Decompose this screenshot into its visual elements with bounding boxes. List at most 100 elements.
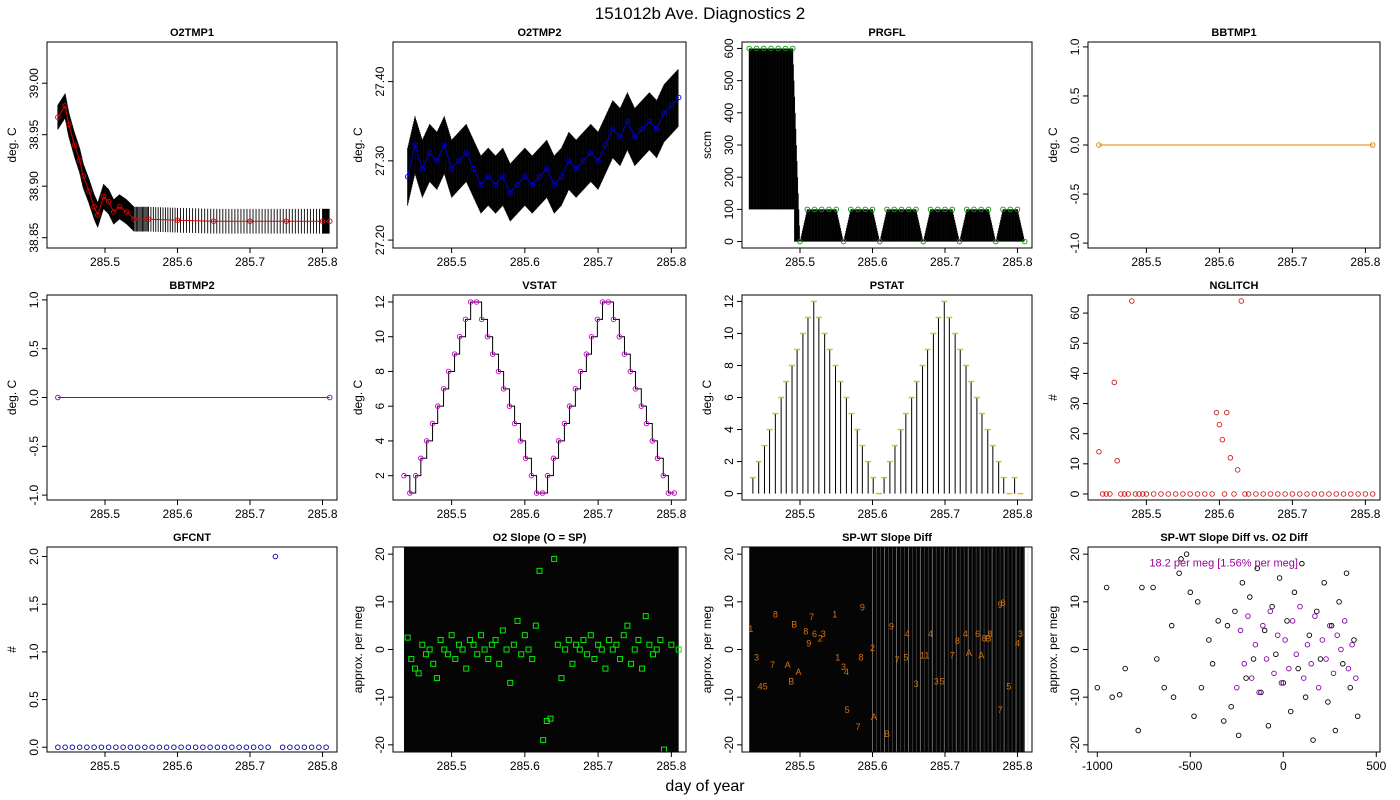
panel-title: O2TMP1 <box>170 27 214 39</box>
data-point <box>62 744 68 750</box>
data-point <box>247 218 253 224</box>
data-point <box>1289 618 1296 624</box>
data-point <box>650 651 657 658</box>
data-point <box>500 173 506 180</box>
data-point <box>463 665 470 672</box>
data-point <box>594 316 601 323</box>
data-point <box>1345 665 1352 672</box>
y-tick-label: 2.0 <box>27 548 41 565</box>
panel-spwt_vs: SP-WT Slope Diff vs. O2 Diff approx. per … <box>1046 532 1387 773</box>
data-point <box>1304 641 1311 648</box>
x-tick-label: 285.6 <box>162 507 192 521</box>
point-label: B <box>791 619 797 629</box>
data-point <box>1221 718 1227 724</box>
data-point <box>462 316 469 323</box>
point-label: 3 <box>913 679 918 689</box>
data-point <box>1267 608 1274 615</box>
data-point <box>536 173 543 180</box>
x-tick-label: 285.8 <box>1350 255 1380 269</box>
data-point <box>426 646 433 653</box>
raw-data-band <box>749 547 1025 752</box>
data-point <box>174 217 181 223</box>
data-point <box>412 472 419 479</box>
point-label: 5 <box>903 653 908 663</box>
data-point <box>584 651 591 658</box>
data-point <box>1219 436 1226 443</box>
data-point <box>120 744 126 750</box>
data-point <box>1227 455 1234 461</box>
y-tick-label: 6 <box>373 403 387 410</box>
y-axis-label: sccm <box>700 131 714 159</box>
data-point <box>1237 627 1244 634</box>
x-tick-label: 285.7 <box>930 507 960 521</box>
data-point <box>573 641 580 648</box>
data-point <box>55 114 61 120</box>
data-point <box>653 646 660 653</box>
x-tick-label: 285.8 <box>307 507 337 521</box>
data-point <box>308 744 315 750</box>
data-point <box>544 472 551 479</box>
data-point <box>1304 491 1310 497</box>
x-tick-label: 285.5 <box>785 759 815 773</box>
data-point <box>1125 491 1131 497</box>
data-point <box>478 181 484 188</box>
data-point <box>583 351 590 357</box>
data-point <box>301 744 308 750</box>
data-point <box>415 670 422 677</box>
data-point <box>1300 675 1307 681</box>
data-point <box>91 204 97 210</box>
data-point <box>1336 599 1342 605</box>
point-label: A <box>966 648 972 658</box>
y-tick-label: 300 <box>722 135 736 155</box>
data-point <box>1191 713 1197 719</box>
data-point <box>69 744 76 750</box>
x-tick-label: 285.7 <box>583 255 613 269</box>
y-axis-label: approx. per meg <box>351 606 365 693</box>
data-point <box>500 386 507 392</box>
data-point <box>639 665 646 672</box>
data-point <box>1276 575 1283 581</box>
data-point <box>1103 491 1109 497</box>
y-axis-label: deg. C <box>5 127 19 163</box>
data-point <box>327 394 333 401</box>
panel-title: SP-WT Slope Diff vs. O2 Diff <box>1160 532 1308 544</box>
plot-frame <box>392 546 687 753</box>
x-tick-label: 285.5 <box>1131 255 1161 269</box>
data-point <box>1242 491 1248 497</box>
data-point <box>459 646 466 653</box>
data-point <box>1310 737 1316 743</box>
point-label: 3 <box>934 676 939 686</box>
data-point <box>507 189 513 196</box>
data-point <box>1340 491 1347 497</box>
data-point <box>643 420 650 427</box>
data-point <box>617 656 624 663</box>
y-axis-label: deg. C <box>351 379 365 415</box>
data-point <box>949 206 956 213</box>
data-point <box>1325 699 1331 705</box>
y-tick-label: 2 <box>722 458 736 465</box>
y-tick-label: 27.20 <box>373 225 387 255</box>
data-point <box>466 636 473 643</box>
data-point <box>287 744 293 750</box>
y-tick-label: 20 <box>1068 427 1082 441</box>
panel-bbtmp2: BBTMP2 deg. C 285.5 285.6 285.7 285.8 -1.0 -0.5… <box>5 280 338 521</box>
x-tick-label: 285.6 <box>510 255 540 269</box>
data-point <box>149 744 155 750</box>
data-point <box>616 333 623 340</box>
data-point <box>1297 603 1303 610</box>
x-tick-label: 285.6 <box>510 507 540 521</box>
data-point <box>566 403 573 409</box>
y-tick-label: 38.85 <box>27 222 41 252</box>
data-point <box>1221 491 1228 497</box>
data-point <box>877 238 883 245</box>
data-point <box>1178 556 1184 562</box>
data-point <box>71 142 78 148</box>
x-tick-label: 285.5 <box>90 759 120 773</box>
point-label: 1 <box>832 610 837 620</box>
data-point <box>474 651 481 658</box>
data-point <box>624 622 631 629</box>
point-label: 4 <box>963 629 968 639</box>
data-point <box>210 218 217 224</box>
y-axis-label: deg. C <box>700 379 714 415</box>
